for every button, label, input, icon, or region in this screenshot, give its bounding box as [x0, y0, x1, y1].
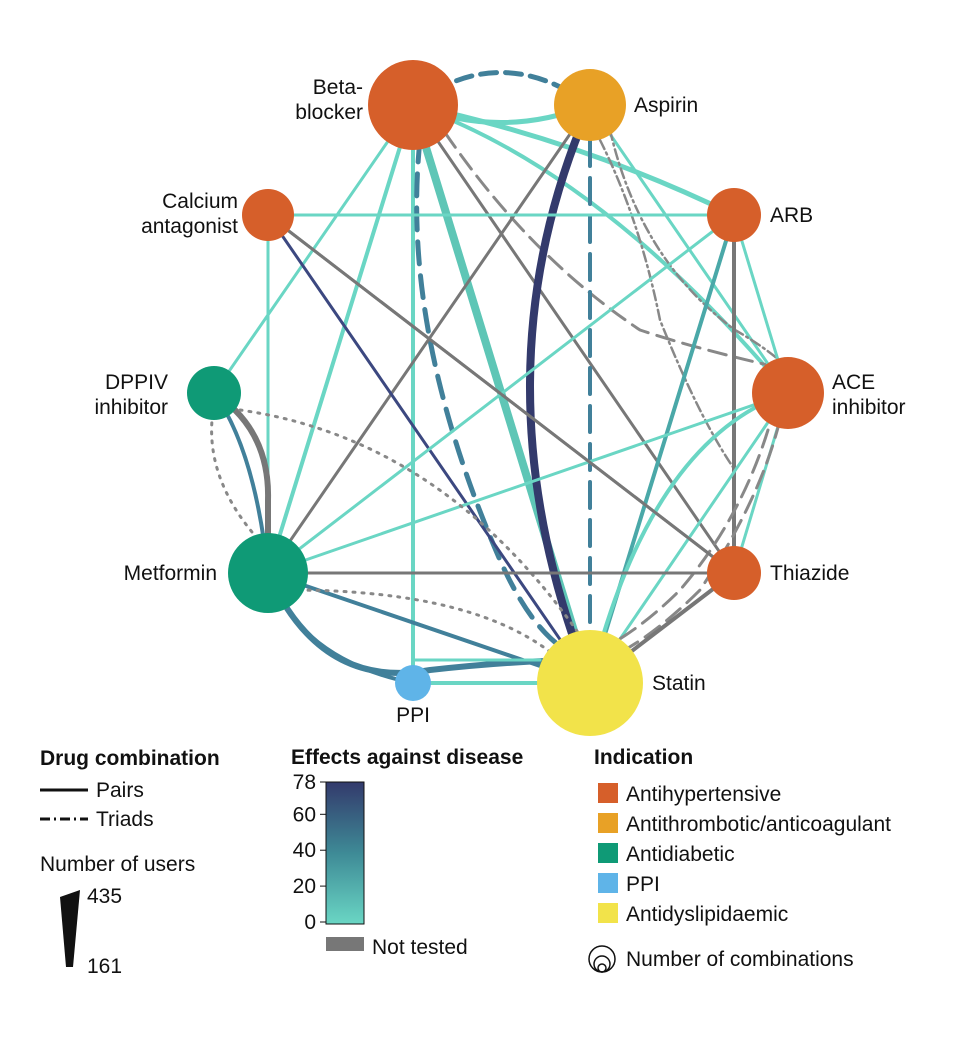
node-dppiv-label: inhibitor	[94, 396, 168, 419]
edge-3	[411, 103, 790, 395]
indication-swatch	[598, 813, 618, 833]
node-statin-circle	[537, 630, 643, 736]
legend-combination: Drug combination Pairs Triads	[40, 747, 220, 831]
indication-label: Antihypertensive	[626, 783, 781, 806]
effects-colorbar-ticks: 78 60 40 20 0	[293, 771, 326, 934]
legend-combinations-label: Number of combinations	[626, 948, 854, 971]
effects-tick-label: 60	[293, 803, 316, 826]
edge-15	[598, 138, 737, 472]
edge-29	[603, 418, 782, 662]
edge-9	[414, 137, 593, 663]
combinations-size-icon	[588, 945, 616, 973]
node-arb-label: ARB	[770, 204, 813, 227]
node-aspirin-label: Aspirin	[634, 94, 698, 117]
users-wedge-icon	[60, 890, 80, 967]
edge-26	[588, 391, 790, 685]
indication-item-antidiabetic: Antidiabetic	[598, 843, 735, 866]
node-arb: ARB	[707, 188, 813, 242]
node-ace-circle	[752, 357, 824, 429]
edge-16	[608, 128, 792, 372]
edge-37	[265, 570, 593, 676]
edge-layer	[210, 70, 792, 687]
indication-item-antidyslipidaemic: Antidyslipidaemic	[598, 903, 788, 926]
node-calcium-label: antagonist	[141, 215, 238, 238]
indication-item-antihypertensive: Antihypertensive	[598, 783, 781, 806]
edge-11	[526, 101, 594, 687]
edge-33	[210, 403, 270, 552]
node-beta-label: blocker	[295, 101, 363, 124]
node-dppiv-label: DPPIV	[105, 371, 168, 394]
legend-effects: Effects against disease 78 60 40 20 0 Not te…	[291, 746, 523, 959]
legend-combination-title: Drug combination	[40, 747, 220, 770]
node-ppi-label: PPI	[396, 704, 430, 727]
effects-colorbar	[325, 781, 365, 925]
indication-swatch	[598, 843, 618, 863]
edge-36	[266, 571, 592, 685]
effects-tick-label: 0	[304, 911, 316, 934]
node-statin-label: Statin	[652, 672, 706, 695]
node-layer: Beta-blocker AspirinARBACEinhibitorThiazi…	[94, 60, 906, 736]
edge-4	[266, 103, 415, 575]
not-tested-swatch	[326, 937, 364, 951]
node-beta: Beta-blocker	[295, 60, 458, 150]
edge-38	[288, 588, 562, 662]
effects-tick-label: 20	[293, 875, 316, 898]
legend-indication: Indication Antihypertensive Antithromboti…	[588, 746, 891, 973]
node-beta-circle	[368, 60, 458, 150]
indication-swatch	[598, 783, 618, 803]
indication-label: Antidiabetic	[626, 843, 735, 866]
indication-list: Antihypertensive Antithrombotic/anticoagu…	[598, 783, 891, 926]
node-ppi-circle	[395, 665, 431, 701]
edge-25	[266, 391, 790, 575]
node-dppiv-circle	[187, 366, 241, 420]
legend-indication-title: Indication	[594, 746, 693, 769]
legend-users-min: 161	[87, 955, 122, 978]
node-metformin-label: Metformin	[124, 562, 217, 585]
node-ppi: PPI	[395, 665, 431, 727]
edge-30	[598, 428, 770, 652]
legend-users-title: Number of users	[40, 853, 195, 876]
node-thiazide-circle	[707, 546, 761, 600]
node-beta-label: Beta-	[313, 76, 363, 99]
node-metformin-circle	[228, 533, 308, 613]
legend-triads-label: Triads	[96, 808, 154, 831]
effects-tick-label: 78	[293, 771, 316, 794]
legend-users-max: 435	[87, 885, 122, 908]
node-calcium-label: Calcium	[162, 190, 238, 213]
edge-10	[428, 108, 792, 372]
indication-label: Antidyslipidaemic	[626, 903, 788, 926]
node-aspirin-circle	[554, 69, 626, 141]
legend-not-tested-label: Not tested	[372, 936, 468, 959]
indication-label: PPI	[626, 873, 660, 896]
node-metformin: Metformin	[124, 533, 308, 613]
effects-tick-label: 40	[293, 839, 316, 862]
edge-42	[266, 213, 736, 575]
node-ace-label: ACE	[832, 371, 875, 394]
indication-item-ppi: PPI	[598, 873, 660, 896]
indication-item-antithrombotic: Antithrombotic/anticoagulant	[598, 813, 891, 836]
node-thiazide: Thiazide	[707, 546, 849, 600]
node-aspirin: Aspirin	[554, 69, 698, 141]
indication-swatch	[598, 903, 618, 923]
legend-users: Number of users 435 161	[40, 853, 195, 978]
legend-pairs-label: Pairs	[96, 779, 144, 802]
indication-swatch	[598, 873, 618, 893]
node-calcium-circle	[242, 189, 294, 241]
legend-effects-title: Effects against disease	[291, 746, 523, 769]
edge-34	[238, 408, 592, 652]
node-statin: Statin	[537, 630, 706, 736]
node-thiazide-label: Thiazide	[770, 562, 849, 585]
indication-label: Antithrombotic/anticoagulant	[626, 813, 891, 836]
node-ace-label: inhibitor	[832, 396, 906, 419]
node-arb-circle	[707, 188, 761, 242]
